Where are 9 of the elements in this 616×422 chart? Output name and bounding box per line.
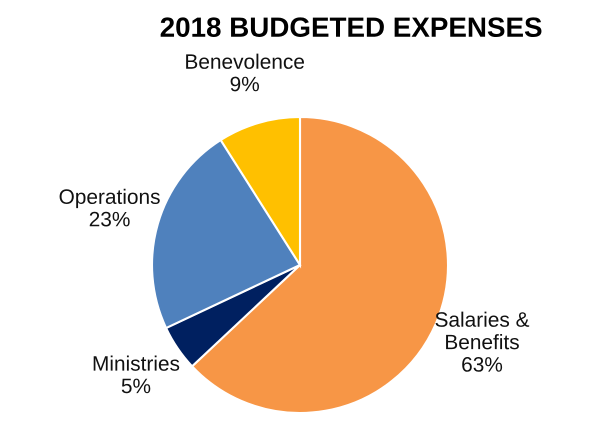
slice-label: Ministries <box>94 356 180 371</box>
slice-label: Operations <box>60 188 160 208</box>
chart-title: 2018 BUDGETED EXPENSES <box>160 17 542 37</box>
data-label: 63% <box>462 357 502 372</box>
data-label: 23% <box>90 212 130 226</box>
slice-label: Benevolence <box>186 54 304 69</box>
data-label: 9% <box>230 76 259 92</box>
slice-label: Salaries & Benefits <box>435 312 530 350</box>
data-label: 5% <box>122 378 150 394</box>
